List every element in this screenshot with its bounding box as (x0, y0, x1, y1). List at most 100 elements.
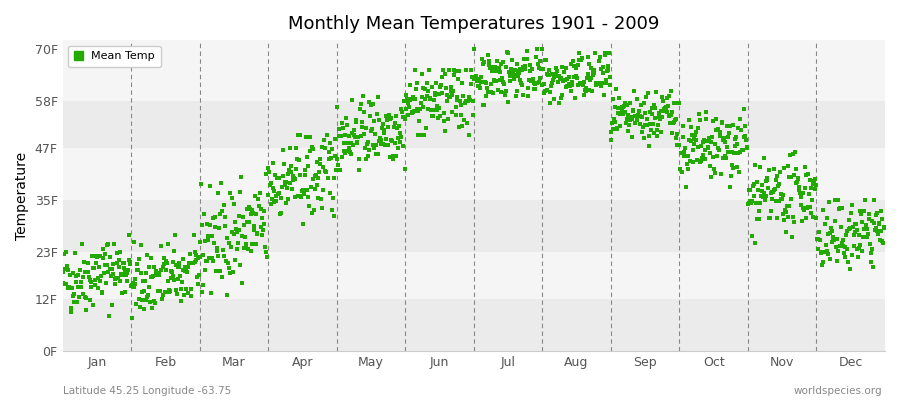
Point (99, 262, 113, 268)
Point (713, 129, 727, 135)
Point (604, 129, 618, 135)
Point (542, 67, 556, 74)
Point (642, 143, 656, 149)
Point (212, 268, 227, 274)
Point (325, 207, 339, 213)
Point (725, 165, 740, 171)
Point (834, 205, 849, 212)
Point (233, 262, 248, 268)
Point (424, 106, 438, 113)
Point (785, 234, 799, 240)
Point (688, 141, 702, 147)
Point (439, 85, 454, 92)
Point (796, 190, 810, 196)
Point (762, 215, 777, 221)
Point (265, 196, 279, 202)
Point (862, 211, 877, 217)
Point (60, 284, 75, 291)
Point (662, 112, 676, 119)
Point (198, 267, 212, 274)
Point (761, 215, 776, 221)
Point (445, 92, 459, 98)
Point (773, 195, 788, 202)
Point (346, 142, 360, 148)
Point (271, 191, 285, 198)
Point (578, 86, 592, 93)
Point (200, 258, 214, 264)
Point (837, 250, 851, 256)
Point (148, 268, 163, 274)
Point (646, 130, 661, 136)
Point (251, 203, 266, 210)
Point (863, 241, 878, 247)
Point (867, 220, 881, 226)
Point (321, 149, 336, 155)
Point (799, 214, 814, 221)
Point (816, 258, 831, 265)
Point (683, 158, 698, 164)
Point (170, 291, 184, 297)
Point (120, 278, 134, 284)
Point (558, 77, 572, 84)
Point (143, 274, 157, 280)
Point (618, 120, 633, 126)
Point (876, 216, 890, 222)
Point (565, 82, 580, 88)
Point (404, 96, 419, 102)
Point (640, 115, 654, 122)
Point (403, 97, 418, 104)
Point (635, 113, 650, 120)
Point (237, 221, 251, 228)
Point (276, 147, 291, 154)
Point (228, 256, 242, 263)
Point (746, 192, 760, 199)
Point (627, 88, 642, 94)
Point (595, 80, 609, 86)
Point (802, 177, 816, 184)
Point (154, 267, 168, 274)
Point (636, 99, 651, 106)
Point (135, 296, 149, 303)
Point (771, 183, 786, 189)
Point (392, 123, 406, 129)
Point (401, 100, 416, 106)
Point (370, 111, 384, 117)
Point (719, 155, 733, 161)
Point (829, 244, 843, 250)
Point (410, 108, 425, 114)
Point (161, 278, 176, 284)
Point (360, 141, 374, 148)
Point (106, 260, 121, 267)
Point (662, 120, 677, 126)
Point (443, 94, 457, 100)
Point (675, 123, 689, 130)
Point (629, 95, 643, 102)
Point (95, 290, 110, 296)
Point (832, 248, 846, 254)
Point (388, 140, 402, 146)
Point (867, 197, 881, 203)
Point (850, 246, 864, 252)
Point (793, 190, 807, 196)
Point (203, 290, 218, 296)
Point (256, 227, 270, 233)
Point (377, 130, 392, 136)
Point (745, 233, 760, 240)
Point (607, 116, 621, 122)
Point (849, 221, 863, 227)
Point (422, 67, 436, 74)
Point (155, 296, 169, 302)
Point (245, 207, 259, 213)
Point (166, 259, 180, 265)
Point (163, 288, 177, 294)
Point (141, 292, 156, 298)
Point (66, 270, 80, 276)
Point (110, 260, 124, 267)
Point (588, 70, 602, 76)
Point (812, 228, 826, 235)
Point (224, 244, 238, 250)
Point (763, 190, 778, 196)
Point (285, 186, 300, 192)
Point (260, 254, 274, 260)
Point (425, 84, 439, 90)
